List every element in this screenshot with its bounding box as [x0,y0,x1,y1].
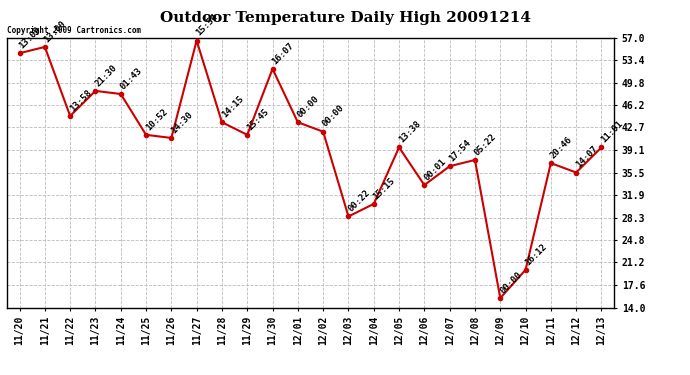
Text: 13:38: 13:38 [397,119,422,145]
Text: 00:01: 00:01 [422,157,448,182]
Text: 05:22: 05:22 [473,132,498,157]
Text: 01:43: 01:43 [119,66,144,91]
Text: 00:00: 00:00 [498,270,524,295]
Text: 14:30: 14:30 [169,110,195,135]
Text: 13:00: 13:00 [43,19,68,44]
Text: 20:46: 20:46 [549,135,574,160]
Text: 16:12: 16:12 [523,242,549,267]
Text: 21:30: 21:30 [93,63,119,88]
Text: Outdoor Temperature Daily High 20091214: Outdoor Temperature Daily High 20091214 [159,11,531,25]
Text: 13:09: 13:09 [17,25,43,50]
Text: 14:15: 14:15 [219,94,245,120]
Text: 00:22: 00:22 [346,188,372,214]
Text: 15:45: 15:45 [245,106,270,132]
Text: 13:58: 13:58 [68,88,93,113]
Text: 16:07: 16:07 [270,41,296,66]
Text: 17:54: 17:54 [447,138,473,164]
Text: 10:52: 10:52 [144,106,169,132]
Text: 00:00: 00:00 [321,104,346,129]
Text: 14:07: 14:07 [574,144,600,170]
Text: 15:54: 15:54 [195,12,220,38]
Text: 11:01: 11:01 [599,119,624,145]
Text: 15:15: 15:15 [371,176,397,201]
Text: 00:00: 00:00 [295,94,321,120]
Text: Copyright 2009 Cartronics.com: Copyright 2009 Cartronics.com [7,26,141,35]
